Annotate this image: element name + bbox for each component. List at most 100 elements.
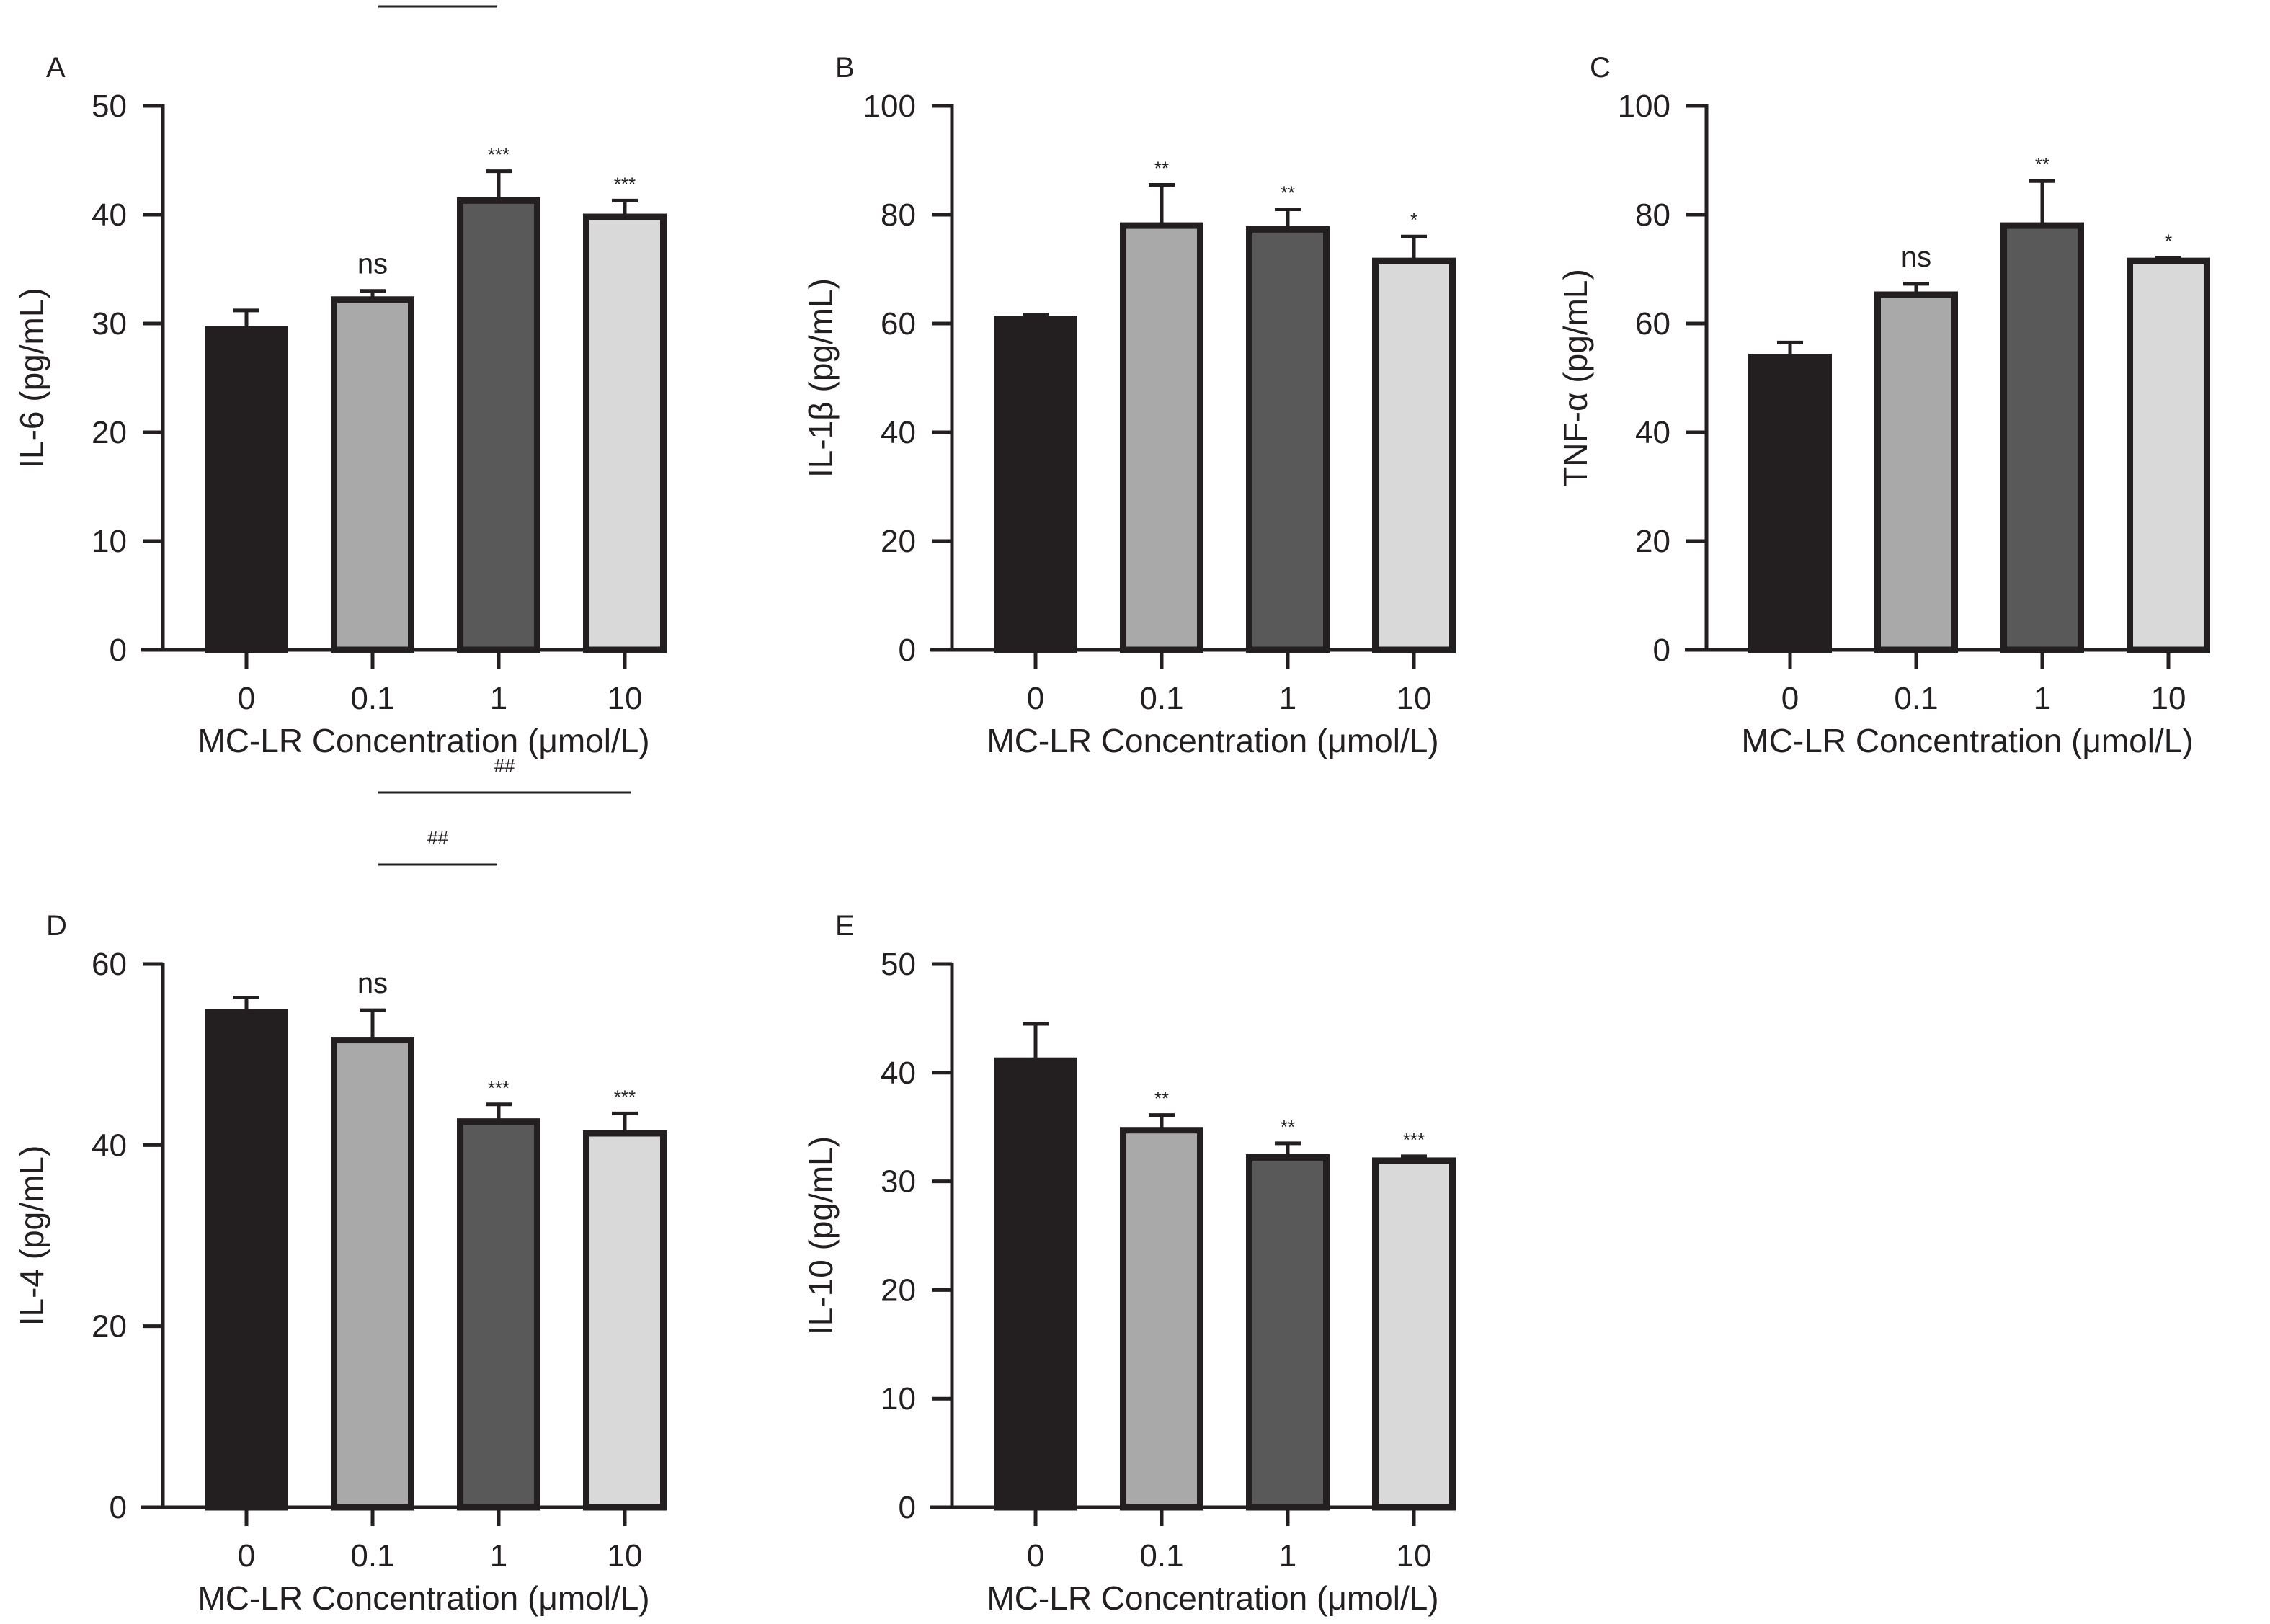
panel-b-x-tick-label: 0.1: [1139, 681, 1183, 716]
panel-b-y-axis-title: IL-1β (pg/mL): [802, 278, 840, 478]
panel-e-y-axis-title: IL-10 (pg/mL): [802, 1136, 840, 1335]
panel-c-y-tick-label: 100: [1618, 89, 1670, 124]
panel-c-significance-label: ns: [1901, 241, 1931, 273]
panel-a-y-tick-label: 10: [92, 524, 127, 559]
panel-d-x-tick-label: 1: [490, 1538, 507, 1574]
panel-c-y-tick-label: 0: [1653, 633, 1670, 668]
panel-c-x-tick-label: 1: [2034, 681, 2051, 716]
panel-b-significance-label: **: [1154, 157, 1169, 179]
panel-d-significance-label: ns: [357, 968, 388, 999]
panel-e-x-axis-title: MC-LR Concentration (μmol/L): [987, 1579, 1438, 1617]
panel-c-bar-1: [1874, 291, 1958, 653]
panel-e-y-tick-label: 10: [881, 1381, 916, 1416]
panel-c-letter: C: [1590, 52, 1611, 84]
panel-d-comparison-label: ##: [494, 755, 515, 777]
panel-d-letter: D: [46, 910, 67, 942]
panel-d-y-tick-label: 20: [92, 1309, 127, 1344]
panel-d-comparison-label: ##: [427, 827, 448, 849]
panel-b-bar-3: [1372, 257, 1456, 653]
panel-c-y-tick-label: 60: [1635, 306, 1670, 342]
panel-b-y-tick-label: 60: [881, 306, 916, 342]
panel-d-x-tick-label: 0.1: [350, 1538, 394, 1574]
panel-b-y-tick-label: 0: [899, 633, 916, 668]
panel-b-x-axis-title: MC-LR Concentration (μmol/L): [987, 722, 1438, 759]
panel-a-x-axis-title: MC-LR Concentration (μmol/L): [197, 722, 649, 759]
panel-c-x-tick-label: 10: [2151, 681, 2186, 716]
panel-a-y-tick-label: 40: [92, 197, 127, 233]
panel-a-y-axis-title: IL-6 (pg/mL): [13, 287, 50, 468]
panel-e-bar-0: [994, 1057, 1077, 1511]
panel-c-y-tick-label: 80: [1635, 197, 1670, 233]
panel-c-y-tick-label: 40: [1635, 415, 1670, 450]
panel-b-significance-label: *: [1410, 209, 1417, 231]
panel-c-bar-3: [2127, 257, 2210, 653]
panel-a-x-tick-label: 0: [238, 681, 255, 716]
panel-a-bar-0: [205, 326, 288, 653]
panel-a-y-tick-label: 0: [110, 633, 127, 668]
panel-d-x-tick-label: 10: [607, 1538, 643, 1574]
panel-a-significance-label: ns: [357, 249, 388, 280]
panel-e-x-tick-label: 0.1: [1139, 1538, 1183, 1574]
panel-e-x-tick-label: 10: [1397, 1538, 1432, 1574]
panel-a-y-tick-label: 30: [92, 306, 127, 342]
panel-c-y-axis-title: TNF-α (pg/mL): [1557, 269, 1594, 487]
panel-b-y-tick-label: 100: [863, 89, 916, 124]
panel-c-significance-label: *: [2165, 231, 2172, 252]
panel-a-x-tick-label: 10: [607, 681, 643, 716]
panel-e-bar-3: [1372, 1157, 1456, 1511]
panel-e-bar-1: [1120, 1127, 1203, 1511]
panel-d-bar-2: [457, 1118, 540, 1511]
panel-b-significance-label: **: [1281, 182, 1295, 203]
panel-e-y-tick-label: 20: [881, 1272, 916, 1308]
panel-a-y-tick-label: 20: [92, 415, 127, 450]
panel-c-bar-2: [2000, 222, 2084, 653]
panel-b-x-tick-label: 1: [1279, 681, 1296, 716]
panel-b-y-tick-label: 80: [881, 197, 916, 233]
panel-b-y-tick-label: 20: [881, 524, 916, 559]
panel-a-significance-label: ***: [488, 144, 509, 166]
panel-d-bar-1: [331, 1037, 414, 1511]
panel-d-bar-3: [583, 1130, 667, 1511]
panel-c-x-tick-label: 0: [1781, 681, 1799, 716]
panel-b-x-tick-label: 0: [1027, 681, 1044, 716]
panel-b-bar-1: [1120, 222, 1203, 653]
panel-a-bar-2: [457, 197, 540, 653]
panel-e-x-tick-label: 0: [1027, 1538, 1044, 1574]
panel-b-x-tick-label: 10: [1397, 681, 1432, 716]
panel-a-bar-1: [331, 296, 414, 653]
panel-a-y-tick-label: 50: [92, 89, 127, 124]
panel-d-y-axis-title: IL-4 (pg/mL): [13, 1146, 50, 1326]
panel-e-significance-label: **: [1154, 1088, 1169, 1110]
panel-d-x-axis-title: MC-LR Concentration (μmol/L): [197, 1579, 649, 1617]
panel-d-significance-label: ***: [488, 1077, 509, 1099]
panel-e-letter: E: [835, 910, 855, 942]
panel-d-y-tick-label: 0: [110, 1490, 127, 1525]
panel-a-significance-label: ***: [614, 173, 636, 195]
panel-b-bar-2: [1246, 226, 1330, 653]
panel-d-x-tick-label: 0: [238, 1538, 255, 1574]
panel-b-bar-0: [994, 316, 1077, 653]
panel-e-y-tick-label: 50: [881, 947, 916, 982]
panel-a-x-tick-label: 0.1: [350, 681, 394, 716]
panel-e-y-tick-label: 0: [899, 1490, 916, 1525]
panel-b-y-tick-label: 40: [881, 415, 916, 450]
panel-c-x-tick-label: 0.1: [1894, 681, 1938, 716]
panel-d-y-tick-label: 40: [92, 1128, 127, 1163]
panel-e-y-tick-label: 40: [881, 1056, 916, 1091]
panel-c-y-tick-label: 20: [1635, 524, 1670, 559]
panel-b-letter: B: [835, 52, 855, 84]
panel-d-significance-label: ***: [614, 1086, 636, 1107]
panel-e-y-tick-label: 30: [881, 1164, 916, 1200]
panel-e-bar-2: [1246, 1154, 1330, 1511]
panel-c-bar-0: [1748, 354, 1832, 653]
panel-a-letter: A: [46, 52, 66, 84]
panel-e-significance-label: ***: [1403, 1129, 1425, 1151]
panel-a-bar-3: [583, 213, 667, 653]
panel-c-significance-label: **: [2035, 153, 2049, 175]
panel-e-x-tick-label: 1: [1279, 1538, 1296, 1574]
panel-c-x-axis-title: MC-LR Concentration (μmol/L): [1741, 722, 2193, 759]
panel-e-significance-label: **: [1281, 1116, 1295, 1138]
panel-a-x-tick-label: 1: [490, 681, 507, 716]
panel-d-y-tick-label: 60: [92, 947, 127, 982]
